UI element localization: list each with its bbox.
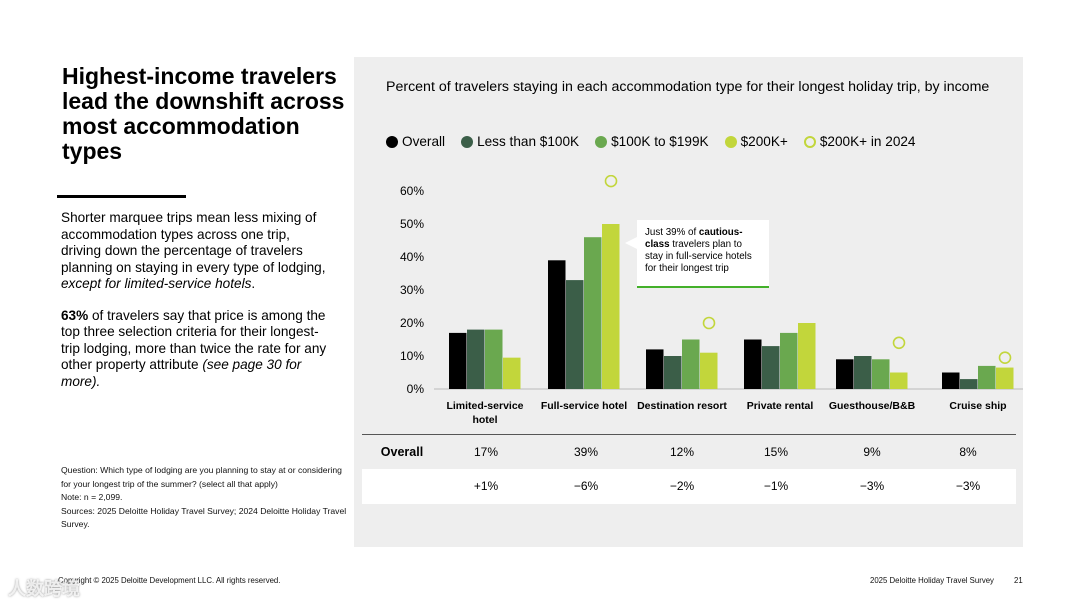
bar bbox=[854, 356, 872, 389]
y-tick-label: 40% bbox=[400, 250, 424, 264]
bar bbox=[836, 359, 854, 389]
comparison-marker bbox=[702, 316, 716, 330]
y-tick-label: 20% bbox=[400, 316, 424, 330]
bar bbox=[890, 372, 908, 389]
callout-box: Just 39% of cautious-class travelers pla… bbox=[637, 220, 769, 288]
legend-item-100to199: $100K to $199K bbox=[595, 134, 709, 149]
x-tick-label: Cruise ship bbox=[949, 400, 1006, 412]
bar bbox=[978, 365, 996, 389]
x-tick-label: Guesthouse/B&B bbox=[829, 400, 916, 412]
legend-label: Less than $100K bbox=[477, 134, 580, 149]
watermark-logo: 人数跨境 bbox=[8, 579, 80, 599]
table-row-label: Overall bbox=[380, 445, 424, 459]
bar bbox=[942, 372, 960, 389]
legend-dot-lt100k bbox=[461, 135, 474, 148]
legend-dot-200k-2024 bbox=[803, 135, 816, 148]
x-tick-label: hotel bbox=[472, 414, 497, 426]
notes: Question: Which type of lodging are you … bbox=[61, 464, 351, 532]
body-p2-italic: (see page 30 for more). bbox=[61, 357, 302, 389]
legend-item-overall: Overall bbox=[386, 134, 445, 149]
legend-label: $100K to $199K bbox=[611, 134, 709, 149]
callout-text: Just 39% of bbox=[645, 227, 699, 238]
body-p1-italic: except for limited-service hotels bbox=[61, 276, 252, 291]
table-cell: 9% bbox=[863, 445, 881, 459]
legend-label: $200K+ in 2024 bbox=[819, 134, 916, 149]
table-cell: −2% bbox=[669, 479, 695, 493]
bar bbox=[646, 349, 664, 389]
table-cell: 15% bbox=[763, 445, 789, 459]
footer-report-title: 2025 Deloitte Holiday Travel Survey bbox=[870, 576, 994, 585]
callout-bold: cautious-class bbox=[645, 227, 743, 250]
body-p1-end: . bbox=[251, 276, 256, 291]
notes-sources: Sources: 2025 Deloitte Holiday Travel Su… bbox=[61, 505, 347, 530]
legend-item-lt100k: Less than $100K bbox=[461, 134, 579, 149]
callout-text-end: travelers plan to stay in full-service h… bbox=[645, 239, 752, 274]
chart-legend: Overall Less than $100K $100K to $199K $… bbox=[386, 134, 932, 149]
bar-chart: 0% 10% 20% 30% 40% 50% 60% Limited-service hotel… bbox=[400, 175, 1023, 426]
body-paragraph-2: 63% of travelers say that price is among… bbox=[61, 308, 331, 391]
body-p2-text: of travelers say that price is among the… bbox=[61, 307, 327, 373]
table-cell: 39% bbox=[573, 445, 599, 459]
y-tick-label: 30% bbox=[400, 283, 424, 297]
bar bbox=[503, 357, 521, 389]
bar bbox=[548, 260, 566, 389]
callout-arrow bbox=[625, 237, 637, 249]
table-cell: −1% bbox=[763, 479, 789, 493]
bar bbox=[664, 356, 682, 389]
chart-title: Percent of travelers staying in each acc… bbox=[386, 79, 990, 95]
legend-dot-100to199 bbox=[595, 135, 608, 148]
footer-copyright: Copyright © 2025 Deloitte Development LL… bbox=[58, 576, 281, 585]
y-tick-label: 60% bbox=[400, 184, 424, 198]
bar bbox=[798, 323, 816, 389]
x-tick-label: Private rental bbox=[747, 400, 814, 412]
bar bbox=[780, 332, 798, 389]
table-cell: −3% bbox=[859, 479, 885, 493]
body-paragraph-1: Shorter marquee trips mean less mixing o… bbox=[61, 210, 331, 293]
x-tick-label: Destination resort bbox=[637, 400, 727, 412]
y-tick-label: 10% bbox=[400, 349, 424, 363]
bar bbox=[996, 367, 1014, 389]
comparison-marker bbox=[604, 175, 618, 188]
bar bbox=[872, 359, 890, 389]
title-divider bbox=[57, 195, 186, 198]
bar bbox=[485, 329, 503, 389]
comparison-marker bbox=[998, 351, 1012, 364]
table-row-overall: Overall 17% 39% 12% 15% 9% 8% bbox=[362, 434, 1016, 469]
x-tick-label: Limited-service bbox=[446, 400, 523, 412]
table-cell: 12% bbox=[669, 445, 695, 459]
page-number: 21 bbox=[1014, 576, 1023, 585]
table-row-change: +1% −6% −2% −1% −3% −3% bbox=[362, 469, 1016, 504]
bar bbox=[700, 352, 718, 389]
notes-question: Question: Which type of lodging are you … bbox=[61, 465, 342, 489]
bar bbox=[467, 329, 485, 389]
notes-note: Note: n = 2,099. bbox=[61, 492, 123, 502]
legend-dot-overall bbox=[386, 135, 398, 148]
table-cell: 8% bbox=[959, 445, 977, 459]
y-tick-label: 0% bbox=[407, 382, 425, 396]
y-tick-label: 50% bbox=[400, 217, 424, 231]
bar bbox=[584, 237, 602, 389]
bar bbox=[566, 280, 584, 389]
bar bbox=[744, 339, 762, 389]
table-cell: +1% bbox=[473, 479, 499, 493]
body-p2-bold: 63% bbox=[61, 307, 89, 323]
legend-label: $200K+ bbox=[740, 134, 788, 149]
comparison-marker bbox=[892, 336, 906, 350]
table-cell: −3% bbox=[955, 479, 981, 493]
legend-item-200k-2024: $200K+ in 2024 bbox=[803, 134, 916, 149]
bar bbox=[960, 379, 978, 389]
body-text: Shorter marquee trips mean less mixing o… bbox=[61, 210, 331, 405]
bar bbox=[762, 346, 780, 389]
bar bbox=[449, 332, 467, 389]
legend-label: Overall bbox=[402, 134, 446, 149]
page-title: Highest-income travelers lead the downsh… bbox=[62, 63, 345, 164]
body-p1-text: Shorter marquee trips mean less mixing o… bbox=[61, 210, 326, 275]
bar bbox=[602, 224, 620, 389]
x-tick-label: Full-service hotel bbox=[541, 400, 627, 412]
bar bbox=[682, 339, 700, 389]
legend-item-200k: $200K+ bbox=[724, 134, 788, 149]
legend-dot-200k bbox=[724, 135, 737, 148]
table-cell: 17% bbox=[473, 445, 499, 459]
table-cell: −6% bbox=[573, 479, 599, 493]
